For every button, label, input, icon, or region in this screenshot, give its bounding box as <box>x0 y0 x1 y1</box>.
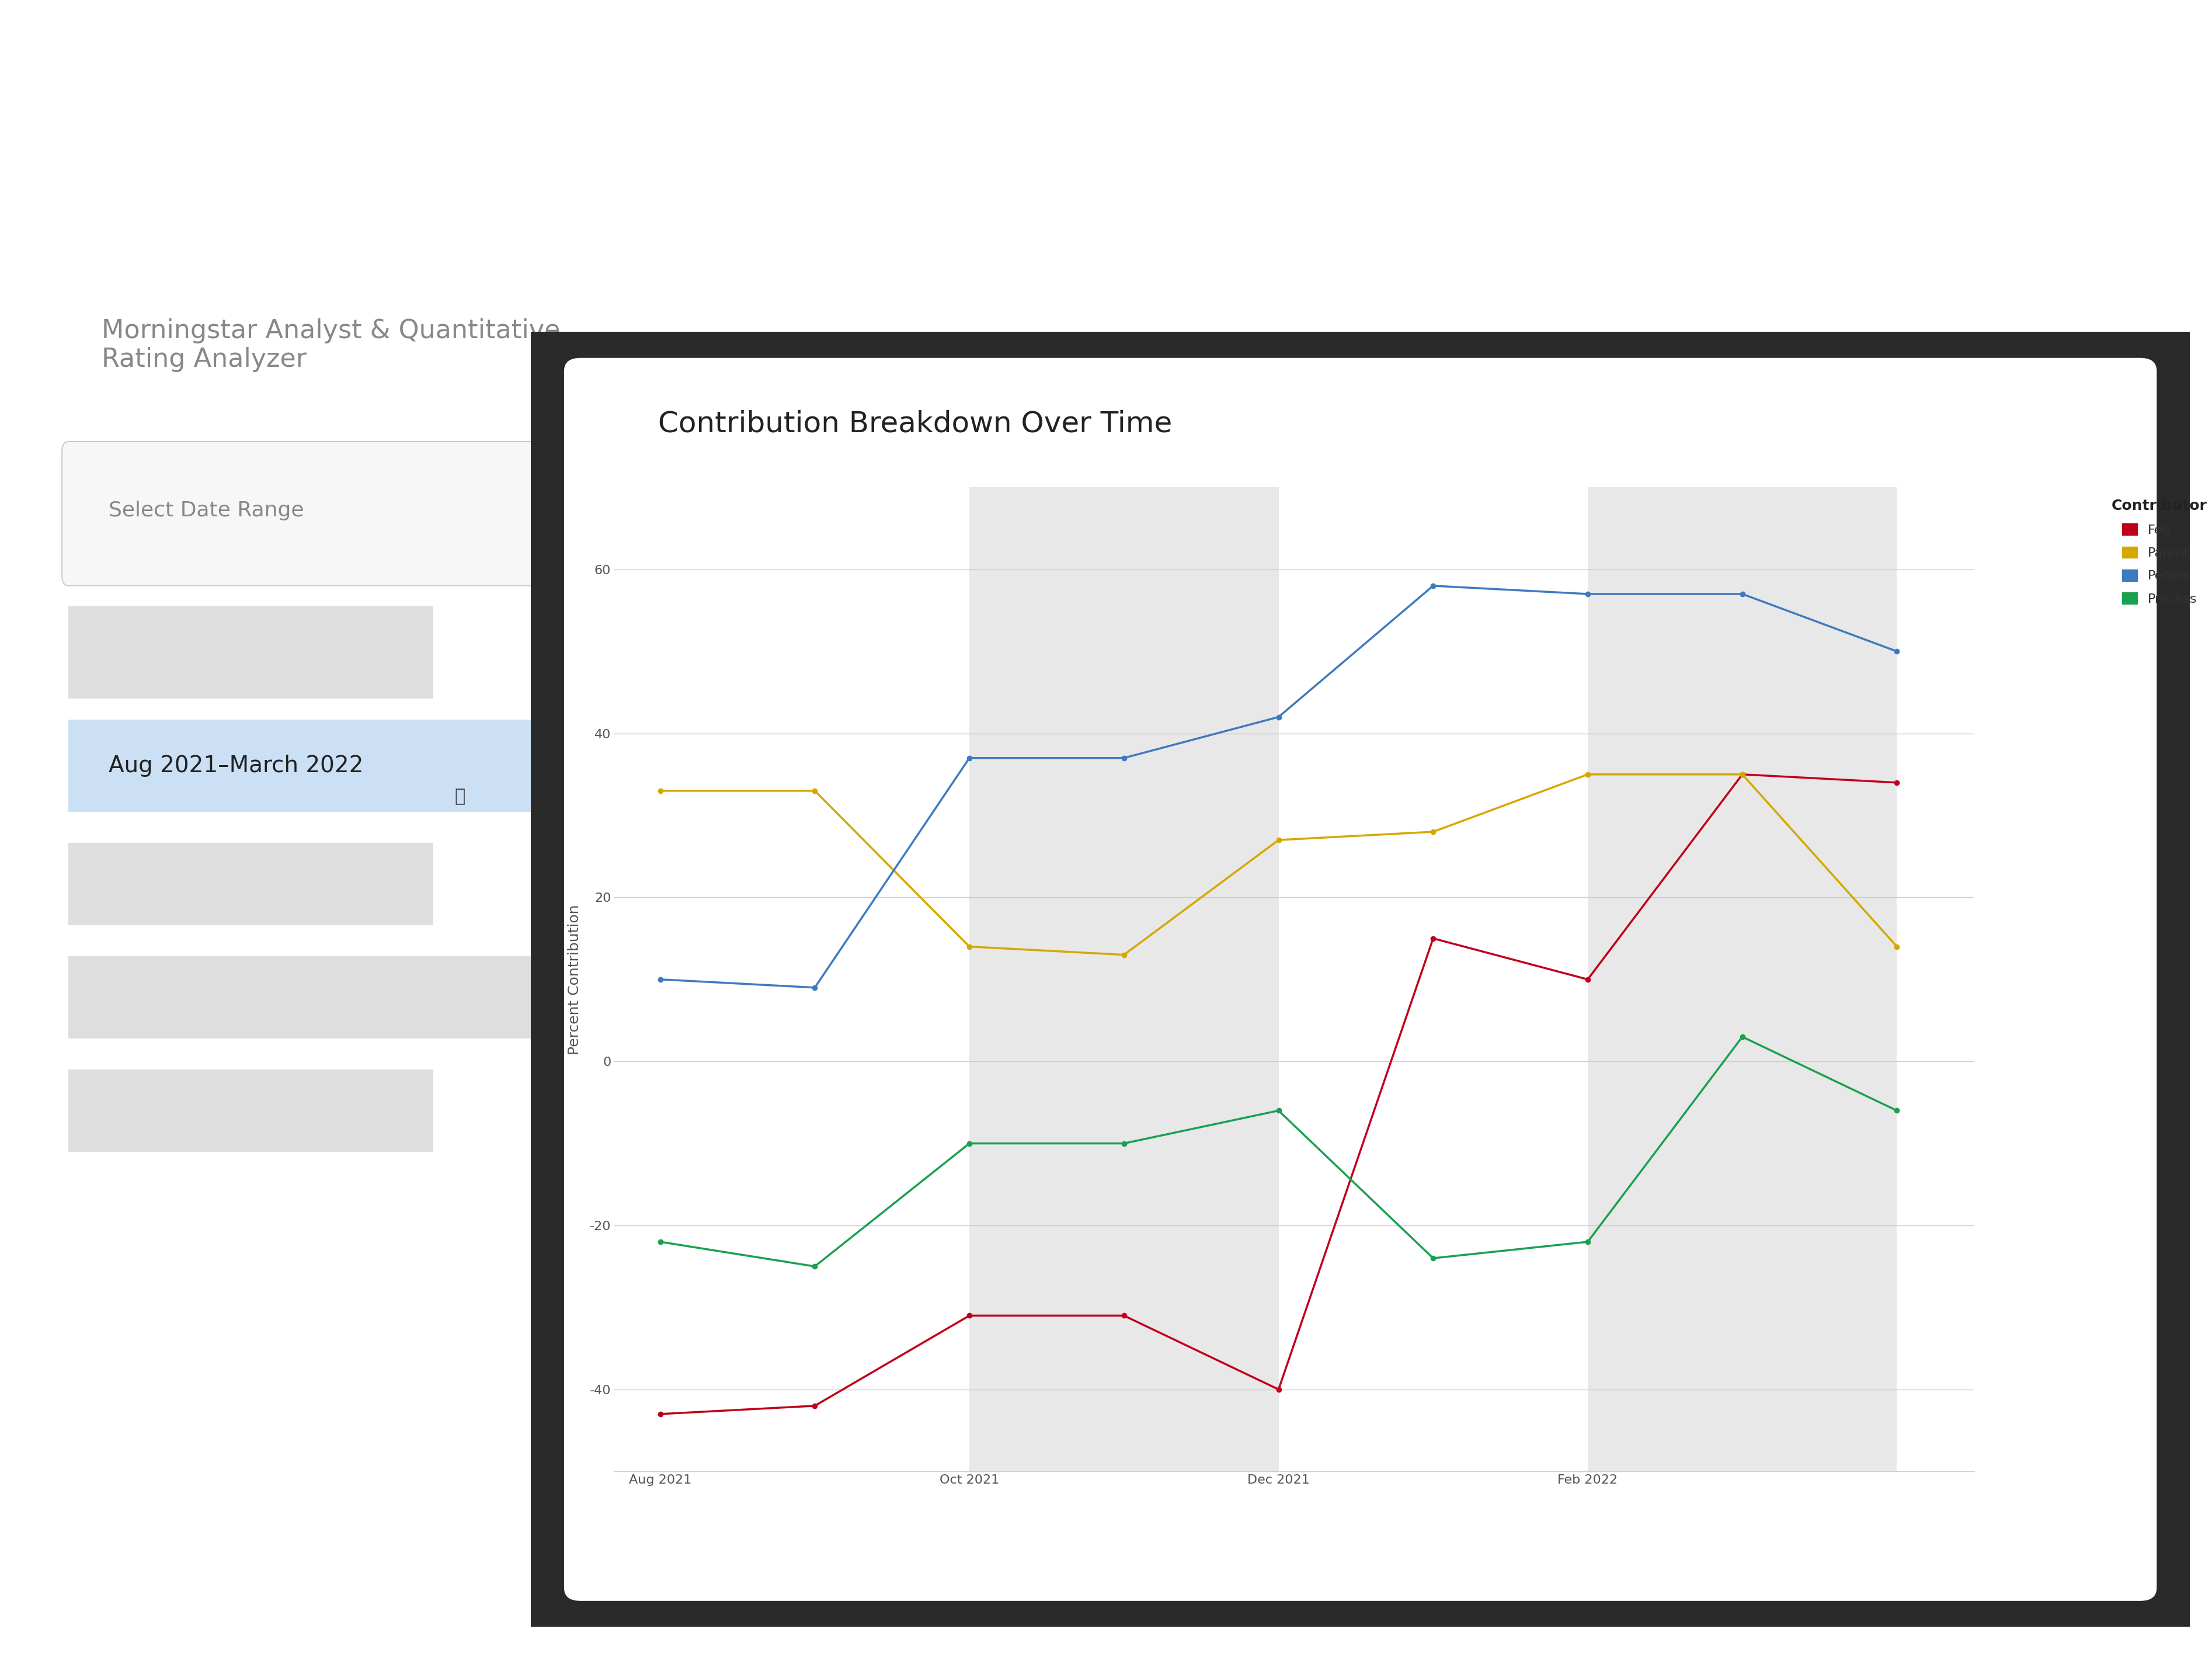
Fee <box>1420 928 1447 948</box>
Text: Select Date Range: Select Date Range <box>108 501 303 521</box>
Text: Aug 2021–March 2022: Aug 2021–March 2022 <box>108 755 363 777</box>
Parent <box>1265 830 1292 850</box>
Line: Fee: Fee <box>657 772 1900 1416</box>
Text: Contribution Breakdown Over Time: Contribution Breakdown Over Time <box>659 410 1172 438</box>
People <box>801 978 827 998</box>
Parent <box>646 780 672 800</box>
People <box>956 749 982 769</box>
Process <box>1265 1101 1292 1121</box>
Bar <box>69 719 639 812</box>
Text: ∨: ∨ <box>593 501 606 521</box>
Parent <box>1110 945 1137 964</box>
FancyBboxPatch shape <box>62 442 646 586</box>
People <box>646 969 672 989</box>
Line: Parent: Parent <box>657 772 1900 958</box>
FancyBboxPatch shape <box>489 299 2212 1660</box>
Fee <box>646 1404 672 1424</box>
Parent <box>1420 822 1447 842</box>
Line: People: People <box>657 583 1900 989</box>
Y-axis label: Percent Contribution: Percent Contribution <box>568 905 582 1054</box>
People <box>1575 584 1601 604</box>
Bar <box>1588 488 1898 1471</box>
Fee <box>1110 1306 1137 1326</box>
Fee <box>801 1396 827 1416</box>
People <box>1110 749 1137 769</box>
Bar <box>69 606 434 699</box>
Process <box>646 1232 672 1252</box>
Parent <box>1575 764 1601 785</box>
Parent <box>956 936 982 956</box>
Text: Morningstar Analyst & Quantitative
Rating Analyzer: Morningstar Analyst & Quantitative Ratin… <box>102 319 560 372</box>
Process <box>1730 1028 1756 1047</box>
People <box>1420 576 1447 596</box>
Process <box>1110 1134 1137 1154</box>
Parent <box>1885 936 1911 956</box>
Fee <box>1265 1379 1292 1399</box>
Fee <box>1730 764 1756 785</box>
Parent <box>1730 764 1756 785</box>
Fee <box>956 1306 982 1326</box>
Process <box>801 1257 827 1277</box>
Process <box>1885 1101 1911 1121</box>
Bar <box>969 488 1279 1471</box>
People <box>1730 584 1756 604</box>
Bar <box>69 956 546 1039</box>
FancyBboxPatch shape <box>2 101 706 1194</box>
Parent <box>801 780 827 800</box>
Bar <box>69 1069 434 1152</box>
Process <box>956 1134 982 1154</box>
Fee <box>1885 772 1911 792</box>
Line: Process: Process <box>657 1034 1900 1268</box>
Legend: Fee, Parent, People, Process: Fee, Parent, People, Process <box>2106 495 2212 611</box>
Text: 🖱: 🖱 <box>456 789 465 805</box>
People <box>1265 707 1292 727</box>
Process <box>1420 1248 1447 1268</box>
Fee <box>1575 969 1601 989</box>
People <box>1885 641 1911 661</box>
FancyBboxPatch shape <box>564 359 2157 1600</box>
Bar <box>69 843 434 925</box>
Process <box>1575 1232 1601 1252</box>
